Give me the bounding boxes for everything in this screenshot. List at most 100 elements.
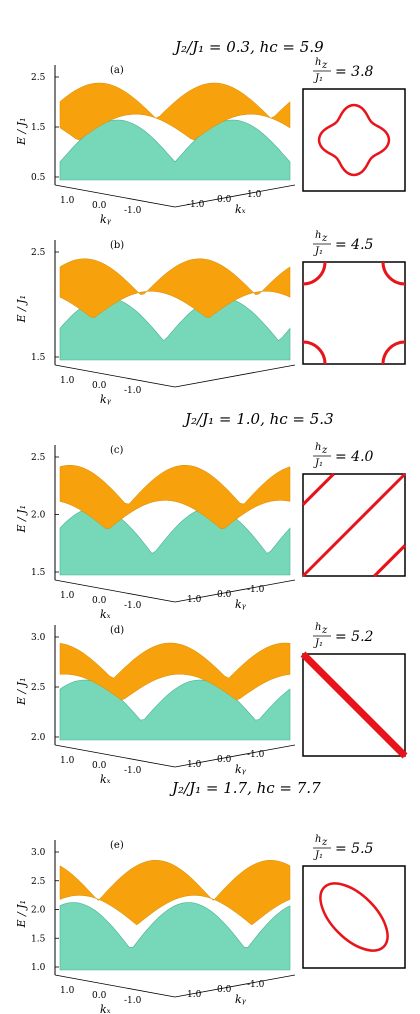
floor-axis-label-1: kᵧ bbox=[100, 213, 112, 226]
floor-axis-label-1: kₓ bbox=[100, 1003, 111, 1014]
floor-tick-label-1: -1.0 bbox=[124, 601, 142, 611]
fermi-contour-line bbox=[301, 472, 335, 506]
y-tick-label: 1.5 bbox=[31, 934, 46, 944]
y-tick-label: 1.5 bbox=[31, 353, 46, 363]
floor-tick-label-1: 0.0 bbox=[92, 596, 107, 606]
floor-axis-1 bbox=[54, 744, 176, 768]
panel-label: (d) bbox=[110, 625, 124, 636]
y-axis-label: E / J₁ bbox=[15, 295, 28, 324]
panel-d: 3.0 2.5 2.0 E / J₁ (d) 1.0 0.0 -1.0 1.0 0.0 -1.0 kₓ… bbox=[15, 625, 296, 786]
y-axis-label: E / J₁ bbox=[15, 677, 28, 706]
floor-axis-label-1: kₓ bbox=[100, 608, 111, 621]
floor-axis-label-2: kᵧ bbox=[235, 598, 247, 611]
panel-label: (c) bbox=[110, 445, 124, 456]
inset-frac-numerator-sub: z bbox=[321, 837, 328, 848]
lower-band-surface bbox=[59, 902, 291, 971]
floor-tick-label-1: 1.0 bbox=[60, 591, 75, 601]
inset-b: h z J₁ = 4.5 bbox=[302, 230, 406, 365]
floor-axis-label-2: kᵧ bbox=[235, 993, 247, 1006]
y-tick-label: 2.0 bbox=[31, 733, 46, 743]
floor-tick-label-2: 0.0 bbox=[217, 195, 232, 205]
section-header-1: J₂/J₁ = 0.3, hᴄ = 5.9 bbox=[172, 38, 324, 56]
inset-hz-value: = 3.8 bbox=[335, 64, 374, 80]
floor-axis-2 bbox=[174, 184, 296, 208]
floor-tick-label-1: -1.0 bbox=[124, 386, 142, 396]
section-header-2: J₂/J₁ = 1.0, hᴄ = 5.3 bbox=[182, 410, 334, 428]
panel-a: 2.5 1.5 0.5 E / J₁ (a) 1.0 0.0 -1.0 -1.0 0.0 1.0 kᵧ… bbox=[15, 65, 296, 226]
floor-axis-1 bbox=[54, 184, 176, 208]
upper-band-surface bbox=[59, 860, 291, 926]
upper-band-surface bbox=[59, 465, 291, 530]
upper-band-surface bbox=[59, 642, 291, 701]
inset-box bbox=[302, 865, 406, 969]
inset-frac-numerator-sub: z bbox=[321, 60, 328, 71]
floor-tick-label-1: 1.0 bbox=[60, 196, 75, 206]
y-tick-label: 2.5 bbox=[31, 453, 46, 463]
upper-band-surface bbox=[59, 258, 291, 318]
inset-frac-numerator-sub: z bbox=[321, 445, 328, 456]
fermi-contour-arc bbox=[302, 340, 327, 365]
floor-tick-label-2: 0.0 bbox=[217, 985, 232, 995]
fermi-contour-line bbox=[373, 544, 407, 578]
floor-tick-label-2: 0.0 bbox=[217, 755, 232, 765]
floor-tick-label-1: 1.0 bbox=[60, 376, 75, 386]
floor-axis-1 bbox=[54, 579, 176, 603]
fermi-contour-arc bbox=[381, 261, 406, 286]
fermi-contour-line bbox=[301, 472, 407, 578]
floor-tick-label-1: -1.0 bbox=[124, 766, 142, 776]
panel-label: (a) bbox=[110, 65, 124, 76]
y-tick-label: 2.5 bbox=[31, 248, 46, 258]
y-tick-label: 2.5 bbox=[31, 73, 46, 83]
lower-band-surface bbox=[59, 679, 291, 741]
inset-frac-numerator: h bbox=[315, 230, 321, 241]
floor-tick-label-2: -1.0 bbox=[247, 750, 265, 760]
panel-label: (b) bbox=[110, 240, 124, 251]
inset-hz-value: = 5.5 bbox=[335, 841, 374, 857]
y-axis-label: E / J₁ bbox=[15, 900, 28, 929]
floor-tick-label-2: -1.0 bbox=[187, 200, 205, 210]
fermi-contour bbox=[317, 103, 391, 177]
floor-tick-label-1: 0.0 bbox=[92, 761, 107, 771]
floor-axis-1 bbox=[54, 364, 176, 388]
inset-e: h z J₁ = 5.5 bbox=[302, 834, 406, 969]
y-axis-label: E / J₁ bbox=[15, 505, 28, 534]
floor-axis-label-1: kₓ bbox=[100, 773, 111, 786]
floor-tick-label-1: 1.0 bbox=[60, 986, 75, 996]
upper-band-surface bbox=[59, 82, 291, 141]
inset-hz-value: = 5.2 bbox=[335, 629, 374, 645]
floor-axis-2 bbox=[174, 974, 296, 998]
inset-frac-numerator-sub: z bbox=[321, 625, 328, 636]
floor-axis-label-1: kᵧ bbox=[100, 393, 112, 406]
floor-axis-2 bbox=[174, 364, 296, 388]
panel-label: (e) bbox=[110, 840, 124, 851]
y-tick-label: 3.0 bbox=[31, 848, 46, 858]
floor-tick-label-1: 0.0 bbox=[92, 991, 107, 1001]
y-tick-label: 1.0 bbox=[31, 963, 46, 973]
floor-tick-label-2: -1.0 bbox=[247, 980, 265, 990]
fermi-contour-arc bbox=[302, 261, 327, 286]
inset-frac-numerator: h bbox=[315, 622, 321, 633]
y-tick-label: 2.5 bbox=[31, 683, 46, 693]
fermi-contour bbox=[319, 882, 389, 952]
section-header-3: J₂/J₁ = 1.7, hᴄ = 7.7 bbox=[169, 779, 321, 797]
floor-tick-label-1: 0.0 bbox=[92, 381, 107, 391]
panel-c: 2.5 2.0 1.5 E / J₁ (c) 1.0 0.0 -1.0 1.0 0.0 -1.0 kₓ… bbox=[15, 445, 296, 621]
fermi-contour-arc bbox=[381, 340, 406, 365]
inset-frac-numerator: h bbox=[315, 442, 321, 453]
y-tick-label: 1.5 bbox=[31, 568, 46, 578]
y-axis-label: E / J₁ bbox=[15, 117, 28, 146]
fermi-contour-line bbox=[300, 651, 408, 759]
floor-tick-label-2: 1.0 bbox=[187, 760, 202, 770]
inset-d: h z J₁ = 5.2 bbox=[300, 622, 408, 759]
y-tick-label: 3.0 bbox=[31, 633, 46, 643]
floor-tick-label-1: 0.0 bbox=[92, 201, 107, 211]
floor-tick-label-2: 1.0 bbox=[247, 190, 262, 200]
floor-axis-label-2: kᵧ bbox=[235, 763, 247, 776]
inset-frac-denominator: J₁ bbox=[313, 638, 323, 649]
floor-axis-2 bbox=[174, 744, 296, 768]
inset-a: h z J₁ = 3.8 bbox=[302, 57, 406, 192]
floor-axis-2 bbox=[174, 579, 296, 603]
floor-tick-label-1: -1.0 bbox=[124, 996, 142, 1006]
inset-frac-denominator: J₁ bbox=[313, 73, 323, 84]
